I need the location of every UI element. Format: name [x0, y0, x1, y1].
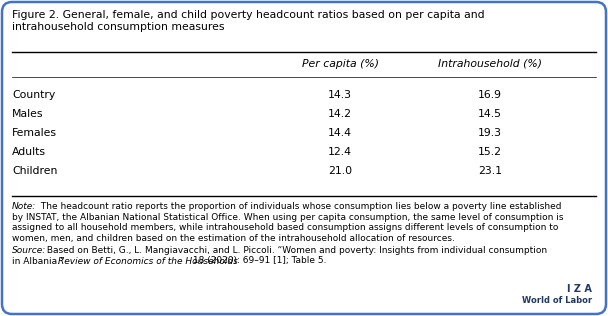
- Text: Source:: Source:: [12, 246, 46, 255]
- Text: 14.3: 14.3: [328, 90, 352, 100]
- Text: women, men, and children based on the estimation of the intrahousehold allocatio: women, men, and children based on the es…: [12, 234, 455, 242]
- Text: in Albania.”: in Albania.”: [12, 257, 67, 265]
- Text: 19.3: 19.3: [478, 128, 502, 138]
- Text: 15.2: 15.2: [478, 147, 502, 157]
- Text: by INSTAT, the Albanian National Statistical Office. When using per capita consu: by INSTAT, the Albanian National Statist…: [12, 212, 564, 222]
- Text: 16.9: 16.9: [478, 90, 502, 100]
- Text: Review of Economics of the Households: Review of Economics of the Households: [58, 257, 238, 265]
- Text: 21.0: 21.0: [328, 166, 352, 176]
- Text: 14.4: 14.4: [328, 128, 352, 138]
- Text: The headcount ratio reports the proportion of individuals whose consumption lies: The headcount ratio reports the proporti…: [38, 202, 562, 211]
- Text: Figure 2. General, female, and child poverty headcount ratios based on per capit: Figure 2. General, female, and child pov…: [12, 10, 485, 20]
- Text: 23.1: 23.1: [478, 166, 502, 176]
- Text: assigned to all household members, while intrahousehold based consumption assign: assigned to all household members, while…: [12, 223, 558, 232]
- Text: Country: Country: [12, 90, 55, 100]
- Text: Adults: Adults: [12, 147, 46, 157]
- Text: 12.4: 12.4: [328, 147, 352, 157]
- Text: Per capita (%): Per capita (%): [302, 59, 379, 69]
- Text: 14.5: 14.5: [478, 109, 502, 119]
- Text: Females: Females: [12, 128, 57, 138]
- Text: Based on Betti, G., L. Mangiavacchi, and L. Piccoli. “Women and poverty: Insight: Based on Betti, G., L. Mangiavacchi, and…: [44, 246, 547, 255]
- Text: Males: Males: [12, 109, 44, 119]
- Text: 14.2: 14.2: [328, 109, 352, 119]
- Text: Intrahousehold (%): Intrahousehold (%): [438, 59, 542, 69]
- Text: I Z A: I Z A: [567, 284, 592, 294]
- Text: Note:: Note:: [12, 202, 36, 211]
- Text: Children: Children: [12, 166, 57, 176]
- Text: 18 (2020): 69–91 [1]; Table 5.: 18 (2020): 69–91 [1]; Table 5.: [190, 257, 326, 265]
- Text: World of Labor: World of Labor: [522, 296, 592, 305]
- Text: intrahousehold consumption measures: intrahousehold consumption measures: [12, 22, 224, 32]
